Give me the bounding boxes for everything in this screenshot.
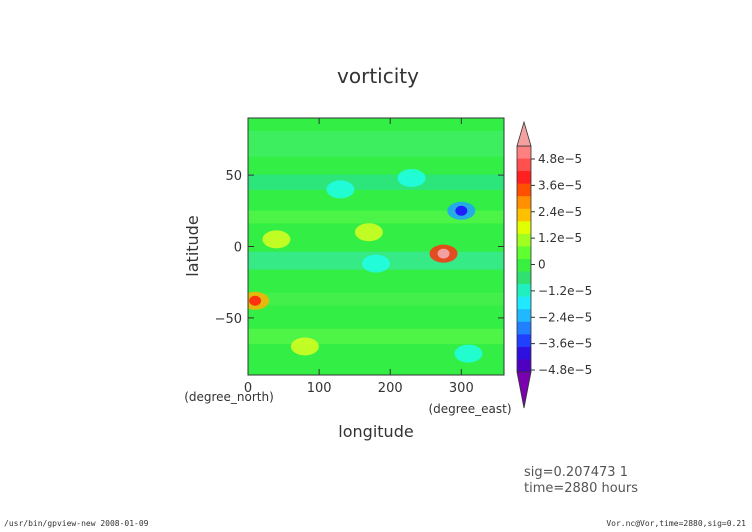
colorbar-segment — [517, 146, 531, 160]
x-axis-unit: (degree_east) — [428, 402, 511, 416]
y-axis-label: latitude — [183, 215, 202, 276]
colorbar-upper-extension — [516, 120, 532, 147]
vorticity-feature-core — [455, 205, 468, 216]
y-tick-label: 50 — [225, 169, 242, 184]
vorticity-feature — [354, 223, 383, 242]
colorbar-segment — [517, 208, 531, 222]
annotation-block: sig=0.207473 1 time=2880 hours — [524, 465, 638, 497]
colorbar-segment — [517, 246, 531, 260]
chart-title: vorticity — [337, 64, 419, 88]
colorbar-segment — [517, 196, 531, 210]
vorticity-feature — [326, 180, 355, 199]
heatmap-field — [248, 118, 504, 375]
colorbar-tick-label: 3.6e−5 — [538, 178, 582, 192]
colorbar-segment — [517, 158, 531, 172]
colorbar-tick-label: −1.2e−5 — [538, 284, 592, 298]
colorbar-segment — [517, 346, 531, 360]
colorbar-lower-extension — [516, 371, 532, 409]
texture-band — [248, 210, 504, 224]
vorticity-feature — [397, 168, 426, 187]
colorbar-segment — [517, 284, 531, 298]
colorbar-tick-label: 4.8e−5 — [538, 152, 582, 166]
sig-annotation: sig=0.207473 1 — [524, 465, 628, 480]
y-axis-unit: (degree_north) — [184, 390, 274, 404]
x-axis-label: longitude — [338, 422, 413, 441]
texture-band — [248, 328, 504, 345]
texture-band — [248, 292, 504, 306]
footer-left: /usr/bin/gpview-new 2008-01-09 — [4, 519, 149, 528]
colorbar-segment — [517, 183, 531, 197]
colorbar-tick-label: 1.2e−5 — [538, 231, 582, 245]
texture-band — [248, 174, 504, 190]
x-axis: 0 100 200 300 — [244, 118, 474, 396]
colorbar-segment — [517, 321, 531, 335]
vorticity-feature — [454, 344, 483, 363]
vorticity-feature-core — [249, 295, 262, 306]
colorbar-tick-label: −2.4e−5 — [538, 310, 592, 324]
footer-right: Vor.nc@Vor,time=2880,sig=0.21 — [606, 519, 746, 528]
colorbar-segment — [517, 171, 531, 185]
colorbar-tick-label: −3.6e−5 — [538, 337, 592, 351]
y-axis: 50 0 −50 — [215, 169, 504, 327]
colorbar-segment — [517, 359, 531, 373]
texture-band — [248, 130, 504, 157]
vorticity-feature — [262, 230, 291, 249]
colorbar-segment — [517, 221, 531, 235]
colorbar-segment — [517, 233, 531, 247]
vorticity-feature-core — [437, 248, 450, 259]
x-tick-label: 200 — [378, 381, 403, 396]
colorbar-tick-label: −4.8e−5 — [538, 363, 592, 377]
colorbar-segment — [517, 296, 531, 310]
vorticity-feature — [362, 254, 390, 273]
colorbar-segment — [517, 259, 531, 273]
colorbar: 4.8e−5 3.6e−5 2.4e−5 1.2e−5 0 −1.2e−5 −2.4e−5 −… — [516, 120, 592, 409]
x-tick-label: 100 — [307, 381, 332, 396]
vorticity-feature — [290, 337, 319, 356]
colorbar-segment — [517, 309, 531, 323]
colorbar-segment — [517, 271, 531, 285]
colorbar-tick-label: 0 — [538, 258, 546, 272]
y-tick-label: 0 — [234, 241, 242, 256]
colorbar-tick-label: 2.4e−5 — [538, 205, 582, 219]
y-tick-label: −50 — [215, 312, 242, 327]
colorbar-segment — [517, 334, 531, 348]
time-annotation: time=2880 hours — [524, 481, 639, 496]
x-tick-label: 0 — [244, 381, 252, 396]
x-tick-label: 300 — [449, 381, 474, 396]
